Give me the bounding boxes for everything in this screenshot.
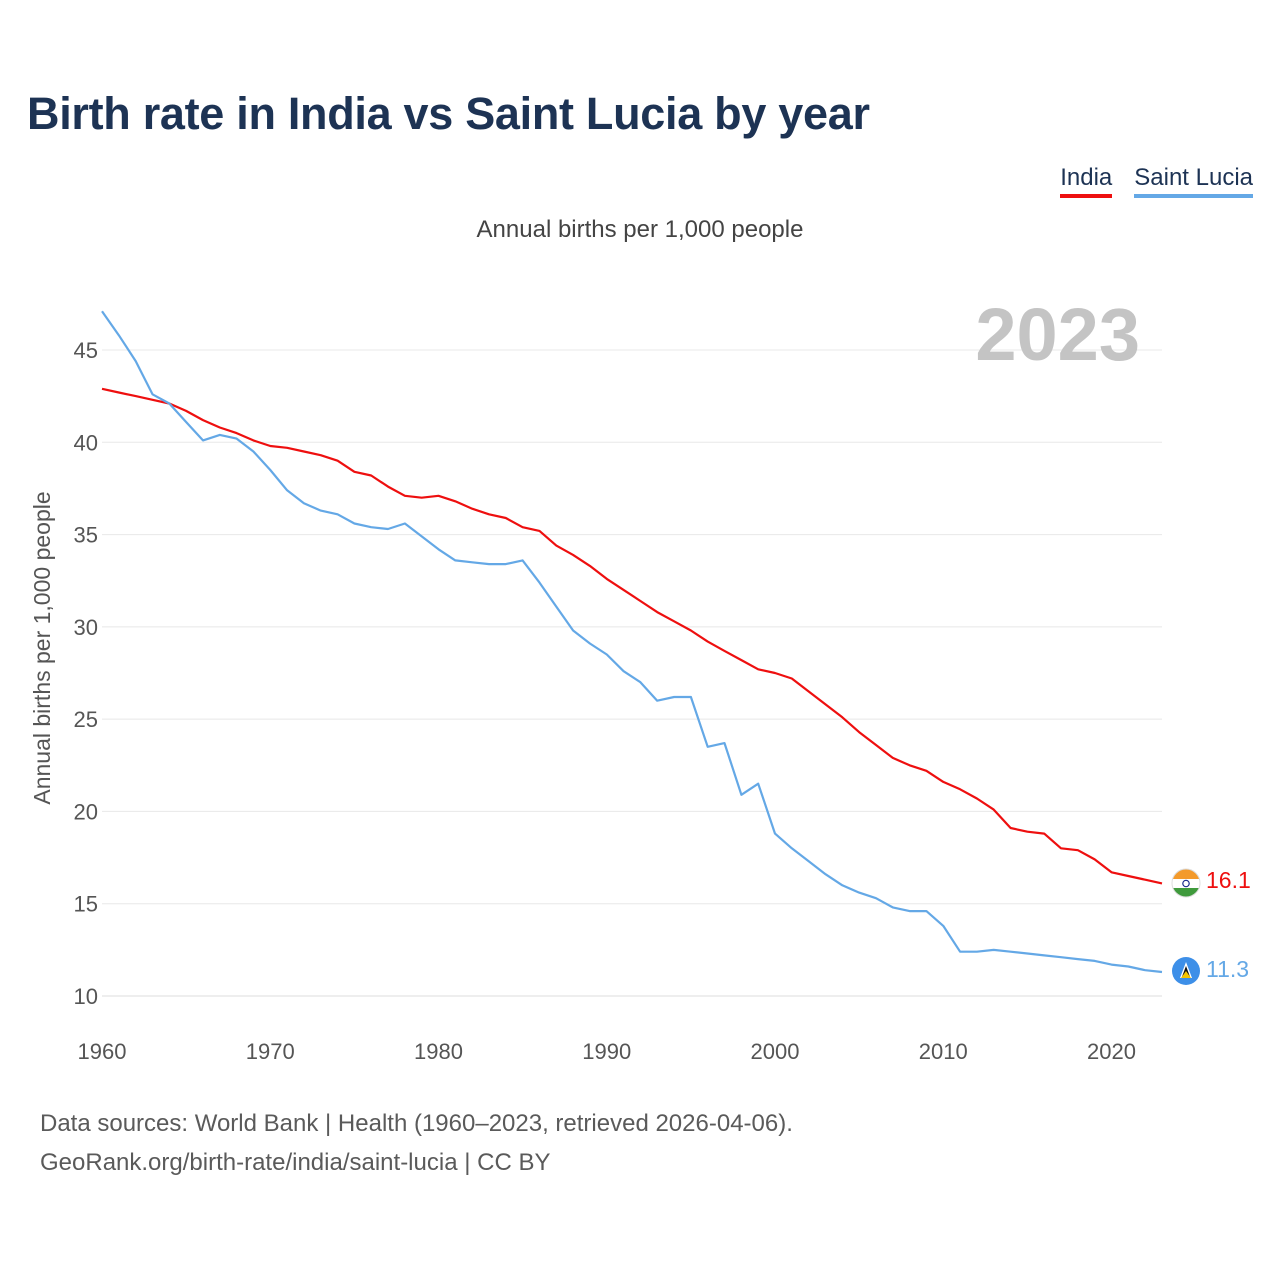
footer-sources: Data sources: World Bank | Health (1960–… <box>40 1110 793 1137</box>
saint-lucia-flag-icon <box>1172 957 1200 985</box>
legend: India Saint Lucia <box>1060 164 1253 198</box>
y-axis-ticks: 10 15 20 25 30 35 40 45 <box>74 338 98 1009</box>
x-axis-ticks: 1960 1970 1980 1990 2000 2010 2020 <box>78 1039 1136 1064</box>
series-line-india[interactable] <box>101 387 1163 885</box>
y-tick-label: 35 <box>74 523 98 548</box>
y-tick-label: 30 <box>74 615 98 640</box>
x-tick-label: 1990 <box>582 1039 631 1064</box>
x-tick-label: 2010 <box>919 1039 968 1064</box>
series-line-saint-lucia[interactable] <box>101 310 1163 974</box>
legend-item-saint-lucia[interactable]: Saint Lucia <box>1134 164 1253 198</box>
chart-subtitle: Annual births per 1,000 people <box>476 216 804 243</box>
footer: Data sources: World Bank | Health (1960–… <box>40 1104 793 1182</box>
line-chart: 2023 10 15 20 25 30 35 40 45 1960 1970 1980 1990 20… <box>29 293 1251 1064</box>
series-lines <box>101 310 1163 974</box>
y-tick-label: 15 <box>74 892 98 917</box>
x-tick-label: 2020 <box>1087 1039 1136 1064</box>
year-watermark: 2023 <box>975 293 1140 376</box>
x-tick-label: 1980 <box>414 1039 463 1064</box>
y-axis-label: Annual births per 1,000 people <box>29 491 55 804</box>
legend-item-india[interactable]: India <box>1060 164 1113 198</box>
india-flag-icon <box>1171 868 1201 898</box>
footer-link[interactable]: GeoRank.org/birth-rate/india/saint-lucia… <box>40 1149 551 1176</box>
y-tick-label: 25 <box>74 707 98 732</box>
saint-lucia-end-value: 11.3 <box>1206 956 1249 982</box>
y-tick-label: 40 <box>74 430 98 455</box>
x-tick-label: 2000 <box>751 1039 800 1064</box>
chart-title: Birth rate in India vs Saint Lucia by ye… <box>27 88 870 139</box>
y-tick-label: 10 <box>74 984 98 1009</box>
x-tick-label: 1960 <box>78 1039 127 1064</box>
y-tick-label: 45 <box>74 338 98 363</box>
grid-lines <box>102 349 1162 997</box>
y-tick-label: 20 <box>74 799 98 824</box>
india-end-value: 16.1 <box>1206 867 1251 893</box>
x-tick-label: 1970 <box>246 1039 295 1064</box>
